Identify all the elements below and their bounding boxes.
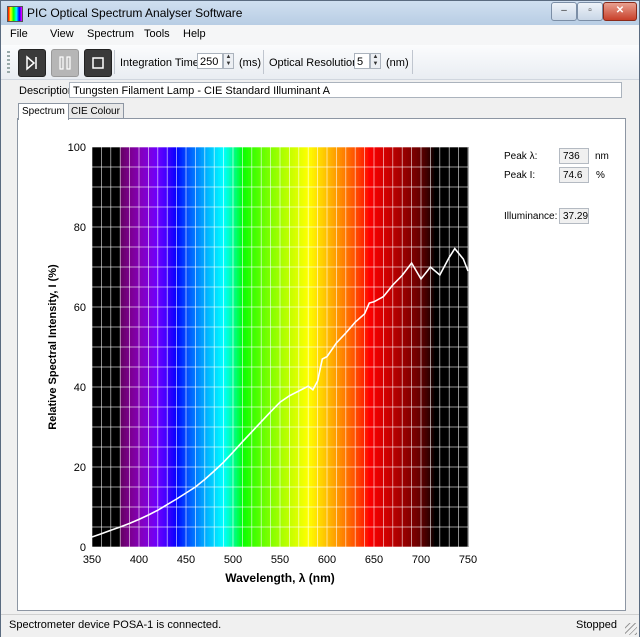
- x-tick-label: 400: [130, 554, 148, 566]
- menu-tools[interactable]: Tools: [144, 28, 170, 40]
- x-tick-label: 550: [271, 554, 289, 566]
- status-message: Spectrometer device POSA-1 is connected.: [9, 619, 222, 631]
- toolbar-separator: [114, 50, 115, 74]
- spectrum-app-icon: [7, 6, 23, 22]
- stop-button[interactable]: [84, 49, 112, 77]
- tab-spectrum[interactable]: Spectrum: [18, 103, 69, 120]
- spectrum-panel: 350 400 450 500 550 600 650 700 750 0 20 40 60 80 100…: [17, 118, 626, 611]
- integration-time-label: Integration Time:: [120, 57, 202, 69]
- optical-resolution-spinner[interactable]: ▲ ▼: [370, 53, 381, 69]
- pause-icon: [59, 56, 71, 70]
- run-state: Stopped: [576, 619, 617, 631]
- play-step-icon: [26, 55, 37, 71]
- integration-time-input[interactable]: 250: [197, 53, 223, 69]
- chart-series: [91, 247, 469, 538]
- tab-cie-colour[interactable]: CIE Colour: [67, 103, 124, 119]
- menu-file[interactable]: File: [10, 28, 28, 40]
- x-tick-label: 500: [224, 554, 242, 566]
- peak-intensity-value: 74.6: [559, 167, 589, 183]
- title-bar[interactable]: PIC Optical Spectrum Analyser Software –…: [1, 1, 639, 25]
- toolbar-separator: [412, 50, 413, 74]
- toolbar-separator: [263, 50, 264, 74]
- toolbar: Integration Time: 250 ▲ ▼ (ms) Optical Re…: [1, 45, 639, 80]
- integration-time-spinner[interactable]: ▲ ▼: [223, 53, 234, 69]
- x-tick-label: 650: [365, 554, 383, 566]
- y-tick-label: 20: [74, 462, 86, 474]
- description-input[interactable]: Tungsten Filament Lamp - CIE Standard Il…: [69, 82, 622, 98]
- y-tick-label: 60: [74, 302, 86, 314]
- x-axis-ticks: 350 400 450 500 550 600 650 700 750: [83, 554, 477, 566]
- y-tick-label: 40: [74, 382, 86, 394]
- resize-grip-icon[interactable]: [625, 623, 637, 635]
- optical-resolution-label: Optical Resolution:: [269, 57, 362, 69]
- optical-resolution-unit: (nm): [386, 57, 409, 69]
- peak-wavelength-value: 736: [559, 148, 589, 164]
- start-step-button[interactable]: [18, 49, 46, 77]
- peak-wavelength-label: Peak λ:: [504, 151, 538, 162]
- spectrum-series-line: [91, 247, 469, 538]
- window-title: PIC Optical Spectrum Analyser Software: [27, 6, 243, 20]
- chart-grid: [91, 146, 469, 548]
- peak-intensity-unit: %: [596, 170, 605, 181]
- illuminance-value: 37.29: [559, 208, 589, 224]
- stop-icon: [92, 57, 104, 69]
- peak-intensity-label: Peak I:: [504, 170, 536, 181]
- minimize-button[interactable]: –: [551, 2, 577, 21]
- description-label: Description:: [19, 85, 78, 97]
- illuminance-label: Illuminance:: [504, 211, 558, 222]
- menu-view[interactable]: View: [50, 28, 74, 40]
- x-tick-label: 750: [459, 554, 477, 566]
- peak-wavelength-unit: nm: [595, 151, 609, 162]
- x-tick-label: 600: [318, 554, 336, 566]
- y-tick-label: 80: [74, 222, 86, 234]
- status-bar: Spectrometer device POSA-1 is connected.…: [1, 614, 639, 637]
- y-axis-ticks: 0 20 40 60 80 100: [68, 142, 86, 554]
- integration-time-unit: (ms): [239, 57, 261, 69]
- y-tick-label: 0: [80, 542, 86, 554]
- close-button[interactable]: ✕: [603, 2, 637, 21]
- x-tick-label: 700: [412, 554, 430, 566]
- x-axis-label: Wavelength, λ (nm): [225, 571, 335, 585]
- toolbar-grip-icon[interactable]: [7, 51, 10, 73]
- spectrum-chart: 350 400 450 500 550 600 650 700 750 0 20 40 60 80 100…: [47, 142, 477, 585]
- menu-spectrum[interactable]: Spectrum: [87, 28, 135, 40]
- y-tick-label: 100: [68, 142, 86, 154]
- optical-resolution-input[interactable]: 5: [354, 53, 370, 69]
- restore-button[interactable]: ▫: [577, 2, 603, 21]
- x-tick-label: 450: [177, 554, 195, 566]
- menu-bar: File View Spectrum Tools Help: [1, 25, 639, 45]
- y-axis-label: Relative Spectral Intensity, I (%): [47, 264, 59, 430]
- x-tick-label: 350: [83, 554, 101, 566]
- pause-button[interactable]: [51, 49, 79, 77]
- menu-help[interactable]: Help: [183, 28, 206, 40]
